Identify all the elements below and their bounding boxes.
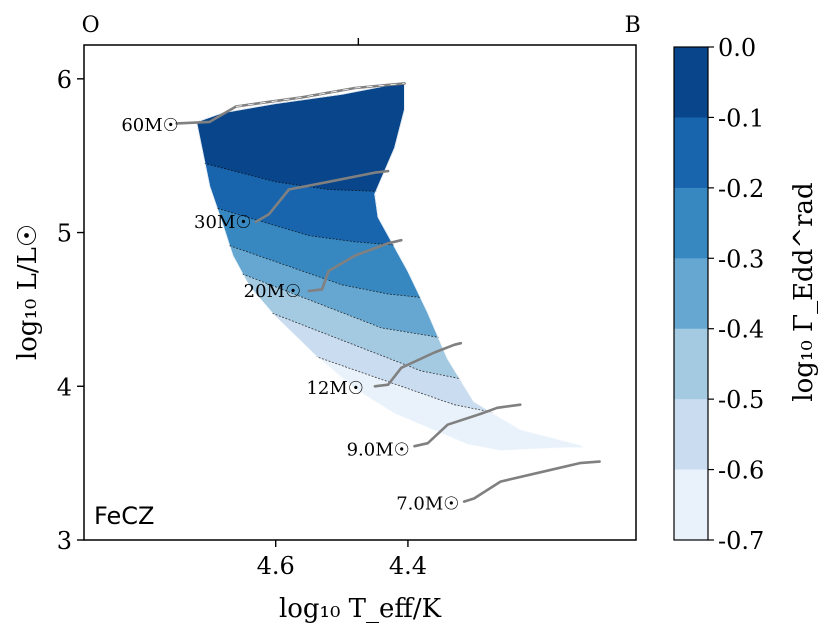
evolutionary-tracks (175, 82, 601, 503)
evolutionary-track (413, 403, 522, 448)
evolutionary-track (462, 460, 601, 503)
x-tick-label: 4.6 (257, 552, 295, 580)
colorbar-tick-label: -0.7 (718, 527, 764, 555)
track-mass-label: 7.0M☉ (396, 493, 459, 514)
colorbar: 0.0 -0.1 -0.2 -0.3 -0.4 -0.5 -0.6 -0.7 (673, 34, 764, 555)
panel-label: FeCZ (94, 502, 154, 530)
track-labels: 60M☉ 30M☉ 20M☉ 12M☉ 9.0M☉ 7.0M☉ (121, 115, 459, 514)
colorbar-segment (674, 47, 708, 118)
track-mass-label: 60M☉ (121, 115, 178, 136)
colorbar-tick-label: -0.2 (718, 175, 764, 203)
track-overlay (235, 83, 405, 107)
track-mass-label: 12M☉ (306, 378, 363, 399)
evolutionary-track (175, 82, 406, 125)
colorbar-frame (673, 46, 709, 541)
colorbar-segment (674, 328, 708, 400)
axes-ticks: 4.6 4.4 3 4 5 6 O B (57, 13, 641, 580)
track-mass-label: 30M☉ (194, 212, 251, 233)
y-tick-label: 3 (57, 527, 72, 555)
colorbar-tick-label: -0.5 (718, 386, 764, 414)
colorbar-tick-label: -0.3 (718, 245, 764, 273)
colorbar-segment (674, 399, 708, 471)
colorbar-segment (674, 187, 708, 259)
colorbar-tick-label: -0.6 (718, 457, 764, 485)
colorbar-tick-label: -0.1 (718, 104, 764, 132)
colorbar-segment (674, 469, 708, 541)
colorbar-segment (674, 117, 708, 189)
y-axis-label: log₁₀ L/L☉ (13, 224, 43, 360)
track-mass-label: 9.0M☉ (347, 440, 410, 461)
colorbar-label: log₁₀ Γ_Edd^rad (789, 182, 819, 401)
track-mass-label: 20M☉ (244, 281, 301, 302)
y-tick-label: 4 (57, 373, 72, 401)
contour-band (196, 349, 587, 451)
colorbar-tick-label: 0.0 (718, 34, 756, 62)
colorbar-tick-label: -0.4 (718, 316, 764, 344)
evolutionary-track (373, 341, 463, 388)
colorbar-segment (674, 258, 708, 330)
y-tick-label: 5 (57, 220, 72, 248)
spectral-type-label: B (625, 13, 641, 38)
plot-frame (83, 44, 637, 541)
spectral-type-label: O (82, 13, 100, 38)
evolutionary-track (254, 169, 390, 224)
evolutionary-track (307, 238, 403, 293)
x-tick-label: 4.4 (389, 552, 427, 580)
x-axis-label: log₁₀ T_eff/K (279, 594, 442, 624)
y-tick-label: 6 (57, 66, 72, 94)
